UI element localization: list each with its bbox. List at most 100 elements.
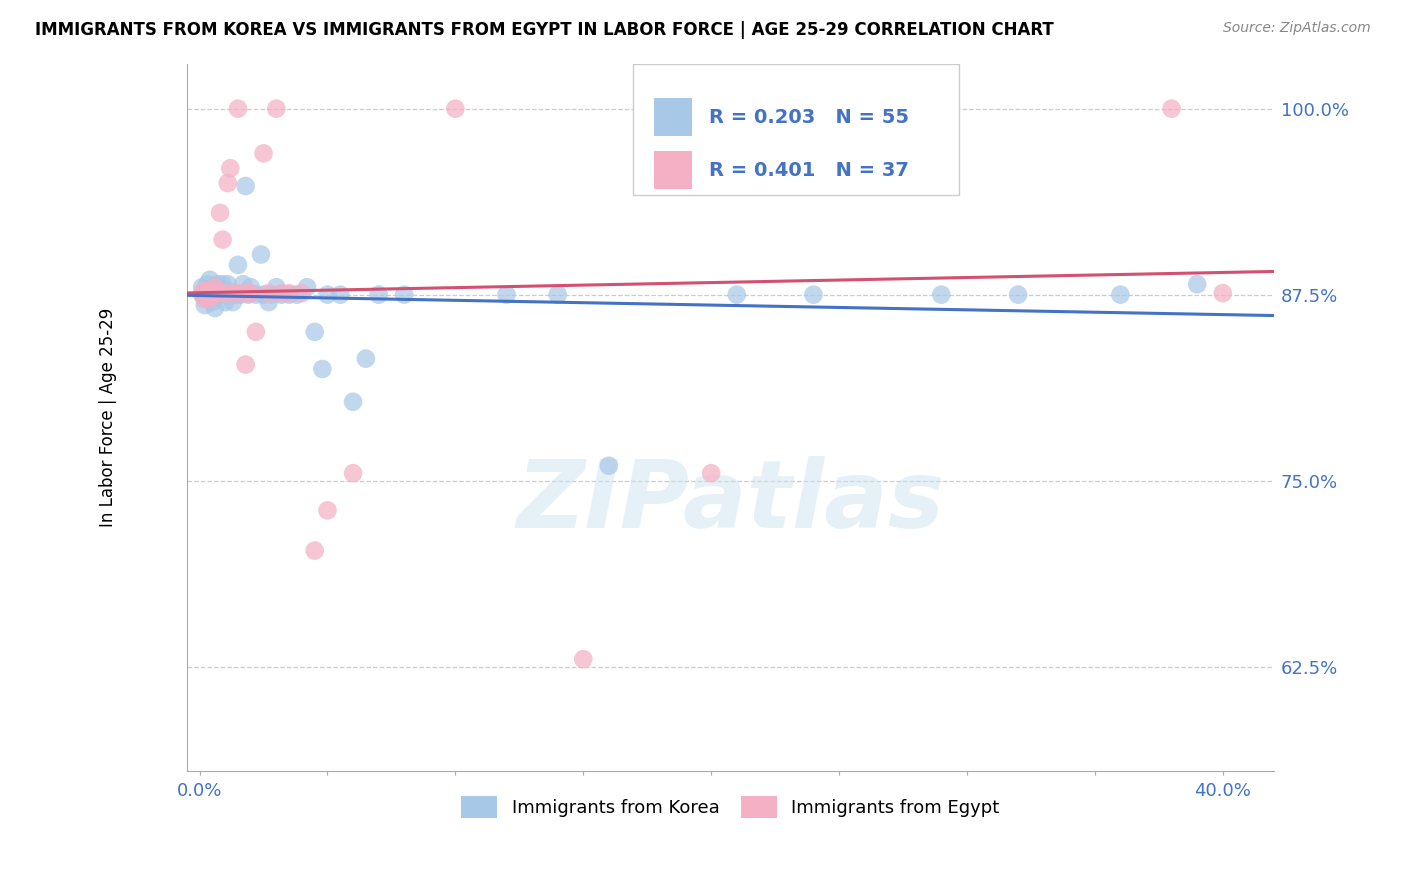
Y-axis label: In Labor Force | Age 25-29: In Labor Force | Age 25-29: [100, 308, 117, 527]
Point: [214, 287, 236, 301]
Point: [204, 301, 226, 315]
Point: [229, 286, 252, 301]
Point: [211, 277, 233, 292]
Bar: [654, 151, 692, 189]
Point: [266, 280, 288, 294]
Point: [1109, 287, 1132, 301]
Point: [194, 287, 217, 301]
Point: [1212, 286, 1234, 301]
Text: IMMIGRANTS FROM KOREA VS IMMIGRANTS FROM EGYPT IN LABOR FORCE | AGE 25-29 CORREL: IMMIGRANTS FROM KOREA VS IMMIGRANTS FROM…: [35, 21, 1054, 38]
Point: [270, 286, 292, 301]
Point: [342, 394, 364, 409]
Point: [598, 458, 620, 473]
Point: [266, 102, 288, 116]
Point: [700, 466, 723, 480]
Point: [278, 287, 301, 301]
Point: [495, 287, 517, 301]
Point: [304, 543, 326, 558]
Point: [354, 351, 377, 366]
Point: [217, 277, 239, 292]
Point: [201, 286, 224, 301]
Point: [209, 283, 232, 297]
Point: [235, 179, 257, 194]
Point: [209, 286, 232, 301]
Point: [238, 286, 260, 301]
Point: [219, 285, 242, 299]
Legend: Immigrants from Korea, Immigrants from Egypt: Immigrants from Korea, Immigrants from E…: [454, 789, 1007, 825]
Text: R = 0.401   N = 37: R = 0.401 N = 37: [709, 161, 908, 179]
Point: [257, 286, 280, 301]
Text: R = 0.203   N = 55: R = 0.203 N = 55: [709, 108, 908, 127]
Point: [214, 295, 236, 310]
Point: [207, 277, 229, 292]
Point: [572, 652, 595, 666]
Point: [250, 247, 273, 261]
Point: [222, 286, 245, 301]
Point: [260, 287, 283, 301]
Point: [235, 358, 257, 372]
Point: [201, 295, 224, 310]
Point: [725, 287, 748, 301]
Point: [828, 102, 851, 116]
Point: [238, 287, 260, 301]
Point: [229, 287, 252, 301]
Point: [219, 161, 242, 176]
Point: [316, 503, 339, 517]
Point: [285, 287, 308, 301]
Point: [198, 273, 221, 287]
Point: [201, 280, 224, 294]
Point: [1007, 287, 1029, 301]
Point: [278, 286, 301, 301]
Point: [217, 176, 239, 190]
Point: [245, 287, 267, 301]
Point: [392, 287, 415, 301]
Point: [931, 287, 953, 301]
Point: [342, 466, 364, 480]
Point: [304, 325, 326, 339]
Point: [198, 283, 221, 297]
Point: [207, 286, 229, 301]
Point: [316, 287, 339, 301]
Point: [239, 286, 262, 301]
Point: [222, 295, 245, 310]
FancyBboxPatch shape: [633, 64, 959, 194]
Point: [198, 292, 221, 306]
Point: [367, 287, 389, 301]
Point: [194, 292, 217, 306]
Point: [803, 287, 825, 301]
Point: [195, 291, 218, 305]
Point: [204, 287, 226, 301]
Point: [209, 206, 232, 220]
Point: [195, 286, 218, 301]
Point: [211, 233, 233, 247]
Point: [195, 277, 218, 292]
Point: [329, 287, 352, 301]
Point: [444, 102, 467, 116]
Point: [191, 287, 214, 301]
Point: [194, 298, 217, 312]
Point: [191, 280, 214, 294]
Point: [252, 146, 274, 161]
Point: [257, 295, 280, 310]
Point: [252, 287, 274, 301]
Point: [295, 280, 318, 294]
Point: [224, 287, 246, 301]
Point: [239, 280, 262, 294]
Point: [204, 280, 226, 294]
Point: [198, 283, 221, 297]
Point: [207, 287, 229, 301]
Text: Source: ZipAtlas.com: Source: ZipAtlas.com: [1223, 21, 1371, 35]
Bar: [654, 97, 692, 136]
Point: [214, 286, 236, 301]
Point: [1160, 102, 1182, 116]
Point: [311, 362, 333, 376]
Point: [291, 286, 314, 301]
Point: [191, 286, 214, 301]
Point: [232, 277, 254, 292]
Point: [1185, 277, 1208, 292]
Point: [226, 258, 249, 272]
Point: [194, 283, 217, 297]
Point: [270, 287, 292, 301]
Point: [245, 325, 267, 339]
Point: [226, 102, 249, 116]
